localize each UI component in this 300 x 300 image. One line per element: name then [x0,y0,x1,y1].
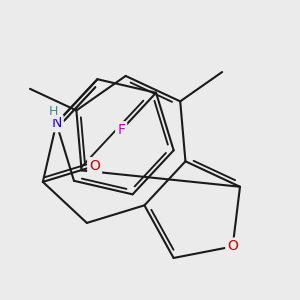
Text: O: O [227,239,238,254]
Text: F: F [117,123,125,137]
Text: H: H [49,105,58,118]
Text: N: N [51,116,62,130]
Text: O: O [89,159,100,173]
